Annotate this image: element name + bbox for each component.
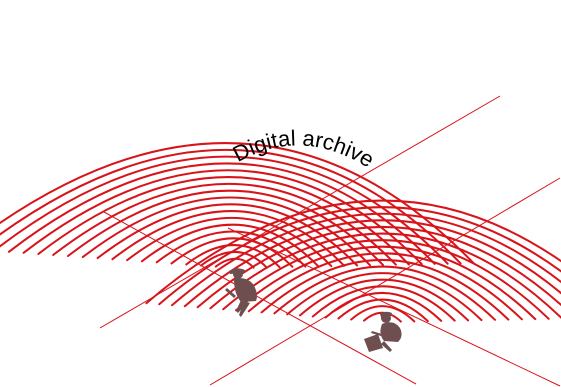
right-wave-arc-8 [273,265,496,321]
grid-line-4 [227,227,561,387]
right-wave-arc-3 [337,298,429,323]
left-wave-arc-11 [67,189,384,266]
left-wave-arc-8 [111,210,346,267]
right-wave-arc-2 [350,305,416,323]
left-wave-arc-3 [185,244,281,269]
right-wave-arc-11 [235,245,537,321]
left-wave-arc-17 [0,148,462,265]
right-wave-arc-16 [171,212,561,307]
right-wave-arc-6 [299,278,470,322]
right-wave-arc-4 [324,291,443,322]
left-wave-arc-13 [37,176,410,266]
left-wave-arc-4 [170,237,294,268]
left-wave-arc-9 [96,203,359,267]
right-wave-arc-13 [209,232,561,319]
right-wave-arc-7 [286,272,483,322]
perspective-grid [99,95,561,387]
left-wave-arc-6 [140,223,320,268]
right-wave-arc-15 [183,219,561,308]
right-wave-arc-17 [158,206,561,306]
right-wave-arc-9 [260,259,510,321]
left-wave-arc-10 [81,196,372,267]
left-wave-arc-5 [155,230,307,268]
signal-waves-left [0,142,475,269]
left-wave-arc-18 [0,142,475,265]
right-wave-arc-14 [196,226,561,309]
person-with-laptop-icon [364,311,402,352]
signal-waves-right [145,199,561,323]
right-wave-arc-10 [247,252,523,321]
left-wave-arc-15 [7,162,436,265]
grid-line-2 [99,95,501,329]
right-wave-arc-12 [222,239,550,320]
left-wave-arc-7 [126,216,333,268]
right-wave-arc-5 [311,285,456,322]
person-reading-icon [225,268,257,317]
right-wave-arc-18 [145,199,561,305]
grid-line-3 [209,177,561,386]
